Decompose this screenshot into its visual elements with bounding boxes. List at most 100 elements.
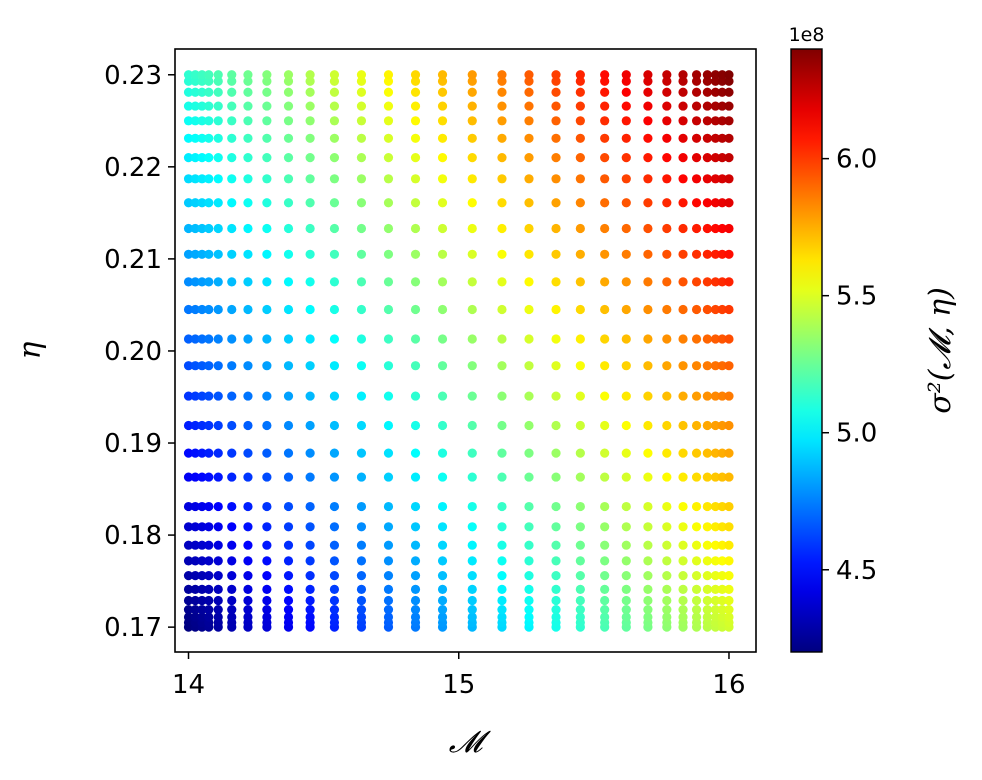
scatter-point (356, 361, 367, 371)
scatter-point (383, 472, 394, 482)
scatter-point (467, 501, 477, 512)
scatter-point (204, 277, 214, 287)
scatter-point (410, 334, 421, 344)
scatter-point (243, 174, 253, 184)
scatter-point (410, 87, 421, 97)
scatter-point (678, 101, 688, 111)
y-axis-label: η (13, 341, 48, 359)
scatter-point (717, 448, 727, 458)
x-tick-label: 16 (712, 670, 745, 700)
scatter-point (262, 420, 272, 431)
scatter-point (643, 70, 653, 80)
scatter-point (190, 420, 200, 431)
scatter-point (262, 522, 272, 532)
scatter-point (197, 612, 207, 622)
scatter-point (600, 198, 610, 208)
scatter-point (213, 153, 223, 163)
scatter-point (524, 277, 534, 287)
scatter-point (710, 584, 721, 595)
scatter-point (437, 472, 448, 482)
scatter-point (204, 76, 214, 86)
scatter-point (356, 76, 367, 86)
scatter-point (243, 76, 253, 86)
scatter-point (497, 198, 507, 208)
scatter-point (213, 101, 223, 111)
scatter-point (227, 249, 237, 259)
scatter-point (600, 277, 610, 287)
scatter-point (329, 540, 340, 550)
scatter-point (204, 584, 214, 595)
scatter-point (383, 87, 394, 97)
scatter-point (702, 391, 712, 401)
scatter-point (710, 391, 721, 401)
scatter-point (283, 153, 294, 163)
scatter-point (190, 556, 200, 566)
scatter-point (383, 249, 394, 259)
scatter-point (702, 595, 712, 606)
scatter-point (662, 116, 672, 126)
scatter-point (551, 605, 561, 615)
scatter-point (662, 472, 672, 482)
scatter-point (190, 70, 200, 80)
scatter-point (183, 223, 194, 234)
scatter-point (437, 198, 448, 208)
scatter-point (183, 501, 194, 512)
scatter-point (227, 522, 237, 532)
scatter-point (575, 249, 585, 259)
scatter-point (678, 448, 688, 458)
scatter-point (643, 501, 653, 512)
scatter-point (691, 472, 702, 482)
scatter-point (575, 556, 585, 566)
scatter-point (643, 612, 653, 622)
scatter-point (437, 605, 448, 615)
scatter-point (691, 249, 702, 259)
scatter-point (410, 556, 421, 566)
scatter-point (600, 174, 610, 184)
scatter-point (551, 223, 561, 234)
scatter-point (329, 448, 340, 458)
scatter-point (497, 595, 507, 606)
scatter-point (283, 70, 294, 80)
scatter-point (356, 87, 367, 97)
scatter-point (600, 391, 610, 401)
scatter-point (497, 501, 507, 512)
scatter-point (710, 556, 721, 566)
scatter-point (717, 116, 727, 126)
scatter-point (183, 448, 194, 458)
scatter-point (497, 420, 507, 431)
scatter-points (183, 70, 734, 632)
scatter-point (437, 522, 448, 532)
scatter-point (329, 522, 340, 532)
scatter-point (497, 70, 507, 80)
scatter-point (410, 584, 421, 595)
scatter-point (262, 501, 272, 512)
scatter-point (190, 153, 200, 163)
scatter-point (575, 540, 585, 550)
scatter-point (305, 361, 315, 371)
scatter-point (497, 116, 507, 126)
scatter-point (197, 198, 207, 208)
colorbar-tick-label: 5.0 (836, 419, 877, 449)
scatter-point (575, 361, 585, 371)
scatter-point (197, 249, 207, 259)
colorbar-tick-label: 6.0 (836, 145, 877, 175)
scatter-point (702, 174, 712, 184)
scatter-point (467, 612, 477, 622)
scatter-point (717, 612, 727, 622)
scatter-point (329, 101, 340, 111)
scatter-point (190, 361, 200, 371)
scatter-point (643, 101, 653, 111)
scatter-point (724, 87, 734, 97)
scatter-point (600, 540, 610, 550)
scatter-point (305, 277, 315, 287)
scatter-point (551, 198, 561, 208)
scatter-point (190, 570, 200, 581)
scatter-point (305, 174, 315, 184)
scatter-point (497, 153, 507, 163)
scatter-point (204, 174, 214, 184)
scatter-point (643, 556, 653, 566)
scatter-point (710, 76, 721, 86)
scatter-point (551, 540, 561, 550)
scatter-point (621, 174, 631, 184)
scatter-point (190, 223, 200, 234)
